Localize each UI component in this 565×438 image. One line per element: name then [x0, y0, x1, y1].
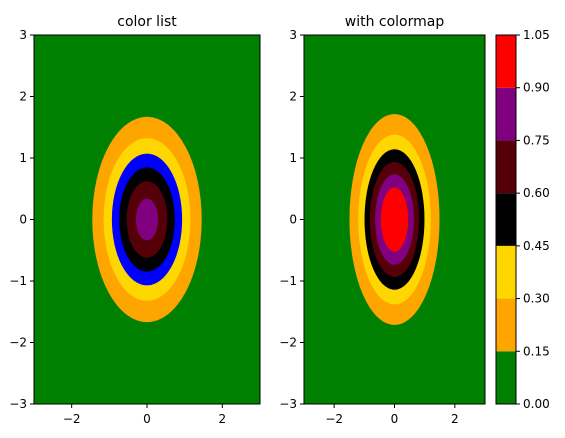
x-tick-label: 2 — [451, 412, 459, 426]
colorbar-tick-label: 0.45 — [523, 239, 550, 253]
contour-fills — [34, 35, 260, 404]
colorbar-segment — [496, 298, 516, 352]
colorbar-frame — [495, 34, 517, 405]
colorbar-tick-label: 0.00 — [523, 397, 550, 411]
colorbar-segment — [496, 245, 516, 299]
y-tick-label: 2 — [289, 90, 297, 104]
y-tick-label: 0 — [289, 213, 297, 227]
colorbar-tick-label: 0.15 — [523, 344, 550, 358]
y-tick-label: 3 — [19, 28, 27, 42]
x-tick-label: 0 — [391, 412, 399, 426]
colorbar-tick-label: 1.05 — [523, 28, 550, 42]
x-tick-label: −2 — [63, 412, 81, 426]
y-tick-label: −2 — [279, 336, 297, 350]
colorbar-segment — [496, 87, 516, 141]
colorbar-segment — [496, 140, 516, 194]
y-tick-label: −1 — [9, 274, 27, 288]
colorbar-segment — [496, 35, 516, 88]
chart-title: color list — [117, 14, 177, 30]
colorbar-tick-label: 0.75 — [523, 133, 550, 147]
y-tick-label: −2 — [9, 336, 27, 350]
x-tick-label: −2 — [325, 412, 343, 426]
colorbar-segment — [496, 193, 516, 246]
contour-band-6 — [380, 187, 409, 252]
y-tick-label: 1 — [19, 151, 27, 165]
x-tick-label: 2 — [219, 412, 227, 426]
x-tick-label: 0 — [143, 412, 151, 426]
chart-title: with colormap — [345, 14, 445, 30]
colorbar: 0.00 0.15 0.30 0.45 0.60 0.75 0.90 1.05 — [495, 28, 550, 411]
colorbar-segment — [496, 351, 516, 404]
colorbar-tick-label: 0.60 — [523, 186, 550, 200]
y-tick-label: −3 — [9, 397, 27, 411]
colorbar-tick-label: 0.90 — [523, 81, 550, 95]
y-tick-label: −3 — [279, 397, 297, 411]
chart-color-list: color list −2 0 2 −3 −2 −1 0 1 2 3 — [9, 14, 261, 426]
colorbar-tick-label: 0.30 — [523, 292, 550, 306]
y-tick-label: 3 — [289, 28, 297, 42]
y-tick-label: 2 — [19, 90, 27, 104]
contour-fills — [304, 35, 485, 404]
chart-with-colormap: with colormap −2 0 2 −3 −2 −1 0 1 2 3 — [279, 14, 486, 426]
y-tick-label: −1 — [279, 274, 297, 288]
y-tick-label: 1 — [289, 151, 297, 165]
y-tick-label: 0 — [19, 213, 27, 227]
contour-band-6 — [135, 198, 159, 241]
